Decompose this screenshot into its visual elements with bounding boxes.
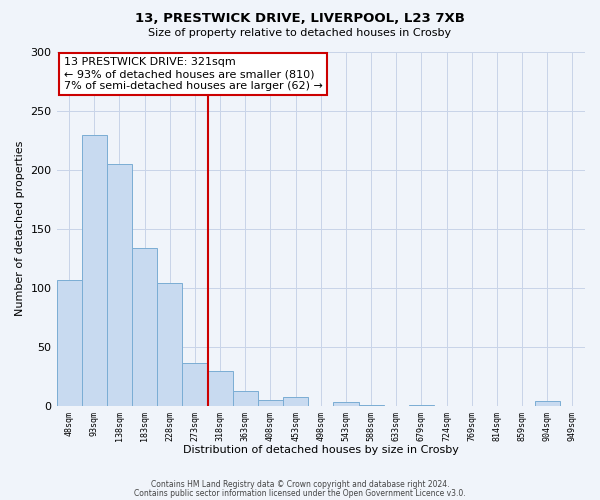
Bar <box>182 364 208 406</box>
Bar <box>208 370 233 406</box>
Bar <box>157 283 182 406</box>
Y-axis label: Number of detached properties: Number of detached properties <box>15 141 25 316</box>
Text: 13, PRESTWICK DRIVE, LIVERPOOL, L23 7XB: 13, PRESTWICK DRIVE, LIVERPOOL, L23 7XB <box>135 12 465 26</box>
Bar <box>359 405 383 406</box>
Text: Contains public sector information licensed under the Open Government Licence v3: Contains public sector information licen… <box>134 488 466 498</box>
Bar <box>334 402 359 406</box>
Bar <box>56 280 82 406</box>
Bar <box>82 136 107 406</box>
Bar <box>283 396 308 406</box>
Text: Size of property relative to detached houses in Crosby: Size of property relative to detached ho… <box>148 28 452 38</box>
Bar <box>233 390 258 406</box>
Text: 13 PRESTWICK DRIVE: 321sqm
← 93% of detached houses are smaller (810)
7% of semi: 13 PRESTWICK DRIVE: 321sqm ← 93% of deta… <box>64 58 322 90</box>
Bar <box>258 400 283 406</box>
Text: Contains HM Land Registry data © Crown copyright and database right 2024.: Contains HM Land Registry data © Crown c… <box>151 480 449 489</box>
Bar <box>132 248 157 406</box>
X-axis label: Distribution of detached houses by size in Crosby: Distribution of detached houses by size … <box>183 445 459 455</box>
Bar <box>535 401 560 406</box>
Bar <box>409 405 434 406</box>
Bar <box>107 164 132 406</box>
